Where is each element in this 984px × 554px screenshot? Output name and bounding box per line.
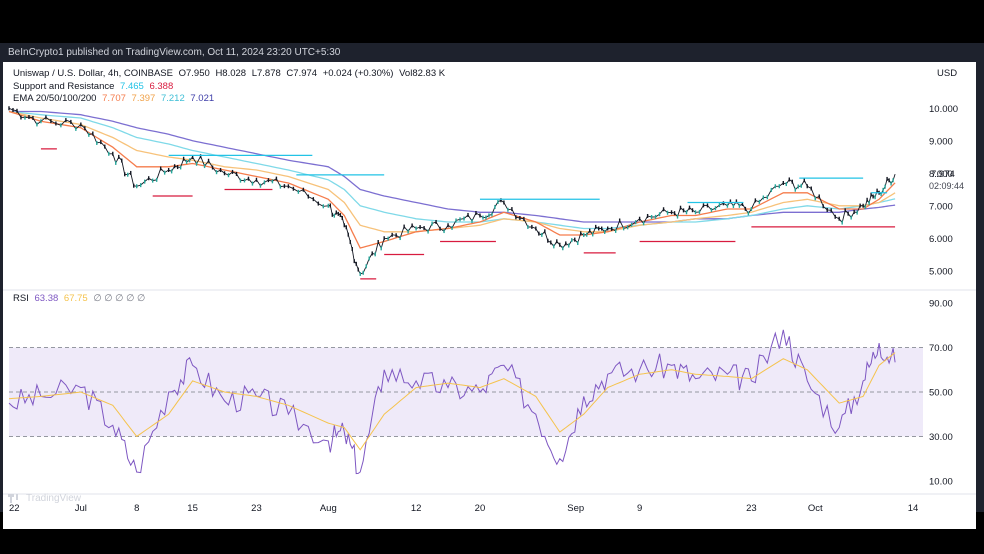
time-axis-label: 22 xyxy=(9,503,20,514)
price-line xyxy=(8,107,896,275)
price-axis-tick: 9.000 xyxy=(929,136,953,147)
ema200-value: 7.021 xyxy=(190,93,215,104)
time-axis-label: 23 xyxy=(746,503,757,514)
time-axis-label: Aug xyxy=(320,503,337,514)
ema20-line xyxy=(8,110,896,249)
time-axis-label: Jul xyxy=(75,503,87,514)
rsi-label[interactable]: RSI xyxy=(13,293,29,304)
ema-label[interactable]: EMA 20/50/100/200 xyxy=(13,93,97,104)
time-axis-label: 14 xyxy=(908,503,919,514)
sr-legend[interactable]: Support and Resistance 7.465 6.388 xyxy=(13,81,176,92)
sr-label[interactable]: Support and Resistance xyxy=(13,81,115,92)
rsi-axis-tick: 50.00 xyxy=(929,388,953,399)
chart-window: BeInCrypto1 published on TradingView.com… xyxy=(0,43,984,529)
rsi-axis-tick: 30.00 xyxy=(929,432,953,443)
chart-panel[interactable]: USD 10.000 9.000 8.000 7.000 6.000 5.000 7.974 0… xyxy=(3,62,976,529)
ema50-line xyxy=(8,110,896,233)
high-value: H8.028 xyxy=(215,68,247,79)
rsi-legend[interactable]: RSI 63.38 67.75 ∅ ∅ ∅ ∅ ∅ xyxy=(13,293,148,304)
change-value: +0.024 (+0.30%) xyxy=(322,68,394,79)
price-axis-tick: 7.000 xyxy=(929,201,953,212)
ema20-value: 7.707 xyxy=(102,93,126,104)
rsi-flags: ∅ ∅ ∅ ∅ ∅ xyxy=(93,293,146,304)
time-axis-label: 8 xyxy=(134,503,139,514)
rsi-value: 63.38 xyxy=(34,293,59,304)
close-value: C7.974 xyxy=(286,68,318,79)
price-axis-tick: 10.000 xyxy=(929,104,958,115)
time-axis-label: 20 xyxy=(475,503,486,514)
ema50-value: 7.397 xyxy=(131,93,156,104)
ema100-value: 7.212 xyxy=(160,93,185,104)
symbol-name[interactable]: Uniswap / U.S. Dollar, 4h, COINBASE xyxy=(13,68,173,79)
time-axis-label: 12 xyxy=(411,503,422,514)
tradingview-brand: TradingView xyxy=(26,493,82,504)
volume-value: Vol82.83 K xyxy=(399,68,446,79)
ema200-line xyxy=(9,110,896,223)
open-value: O7.950 xyxy=(178,68,210,79)
rsi-ma-value: 67.75 xyxy=(63,293,88,304)
sr-resistance-value: 7.465 xyxy=(120,81,144,92)
time-axis-label: 23 xyxy=(251,503,262,514)
time-axis-label: Sep xyxy=(567,503,584,514)
symbol-legend[interactable]: Uniswap / U.S. Dollar, 4h, COINBASE O7.9… xyxy=(13,68,448,79)
price-axis-tick: 8.000 xyxy=(929,169,953,180)
price-axis-tick: 6.000 xyxy=(929,234,953,245)
price-axis-currency: USD xyxy=(937,68,957,79)
rsi-axis-tick: 90.00 xyxy=(929,299,953,310)
tradingview-logo-icon xyxy=(8,494,22,503)
publish-info: BeInCrypto1 published on TradingView.com… xyxy=(8,47,341,58)
countdown-label: 02:09:44 xyxy=(929,181,964,191)
rsi-axis-tick: 70.00 xyxy=(929,343,953,354)
time-axis-label: 15 xyxy=(187,503,198,514)
tradingview-footer[interactable]: TradingView xyxy=(8,493,81,504)
rsi-ma-line xyxy=(8,352,896,451)
ema-legend[interactable]: EMA 20/50/100/200 7.707 7.397 7.212 7.02… xyxy=(13,93,217,104)
price-axis-tick: 5.000 xyxy=(929,266,953,277)
time-axis-label: Oct xyxy=(808,503,823,514)
rsi-axis-tick: 10.00 xyxy=(929,476,953,487)
sr-support-value: 6.388 xyxy=(149,81,174,92)
rsi-line xyxy=(8,329,896,475)
price-chart[interactable]: USD 10.000 9.000 8.000 7.000 6.000 5.000 7.9740… xyxy=(3,62,976,529)
time-axis-label: 9 xyxy=(637,503,642,514)
low-value: L7.878 xyxy=(251,68,281,79)
current-price-label: 7.974 xyxy=(931,169,955,180)
